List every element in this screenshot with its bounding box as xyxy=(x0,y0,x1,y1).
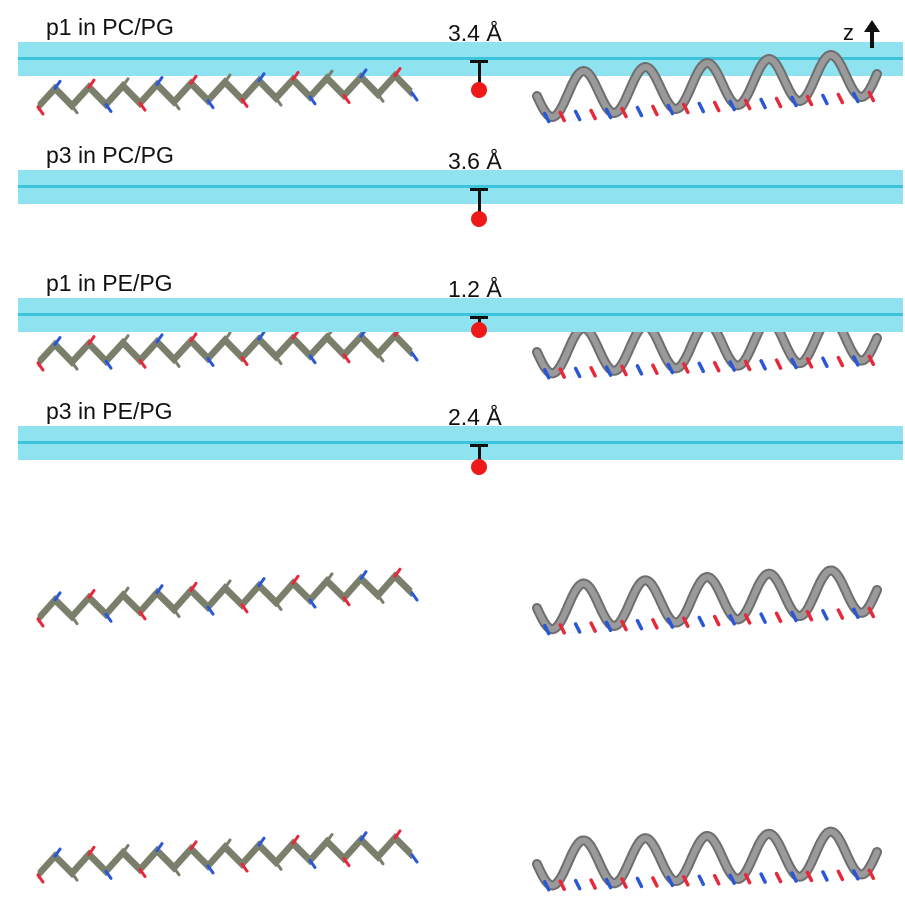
stick-model-peptide xyxy=(36,326,419,372)
depth-marker-dot xyxy=(471,82,487,98)
panel-2: p3 in PC/PG 3.6 Å xyxy=(0,136,905,380)
ribbon-helix xyxy=(532,565,882,636)
panel-label: p1 in PE/PG xyxy=(46,270,173,296)
ribbon-helix xyxy=(532,826,882,892)
z-axis-label: z xyxy=(843,20,854,45)
depth-marker-dot xyxy=(471,211,487,227)
depth-marker-dot xyxy=(471,322,487,338)
panel-label: p1 in PC/PG xyxy=(46,14,174,40)
ribbon-helix xyxy=(532,49,882,124)
membrane-center-line xyxy=(18,313,903,316)
membrane-center-line xyxy=(18,185,903,188)
stick-model-peptide xyxy=(36,67,419,116)
depth-value: 3.4 Å xyxy=(448,20,502,46)
depth-marker-stem xyxy=(477,316,481,324)
panel-4: p3 in PE/PG 2.4 Å xyxy=(0,392,905,892)
depth-marker-stem xyxy=(477,444,481,461)
z-axis-arrow-icon xyxy=(864,20,880,48)
stick-model-peptide xyxy=(36,829,419,884)
stick-model-peptide xyxy=(36,567,419,628)
membrane-center-line xyxy=(18,441,903,444)
depth-marker-dot xyxy=(471,459,487,475)
panel-label: p3 in PE/PG xyxy=(46,398,173,424)
panel-1: p1 in PC/PG 3.4 Å xyxy=(0,8,905,128)
membrane-center-line xyxy=(18,57,903,60)
depth-value: 1.2 Å xyxy=(448,276,502,302)
panel-label: p3 in PC/PG xyxy=(46,142,174,168)
depth-marker-stem xyxy=(477,188,481,213)
depth-value: 2.4 Å xyxy=(448,404,502,430)
depth-value: 3.6 Å xyxy=(448,148,502,174)
depth-marker-stem xyxy=(477,60,481,84)
panel-3: p1 in PE/PG 1.2 Å xyxy=(0,264,905,636)
